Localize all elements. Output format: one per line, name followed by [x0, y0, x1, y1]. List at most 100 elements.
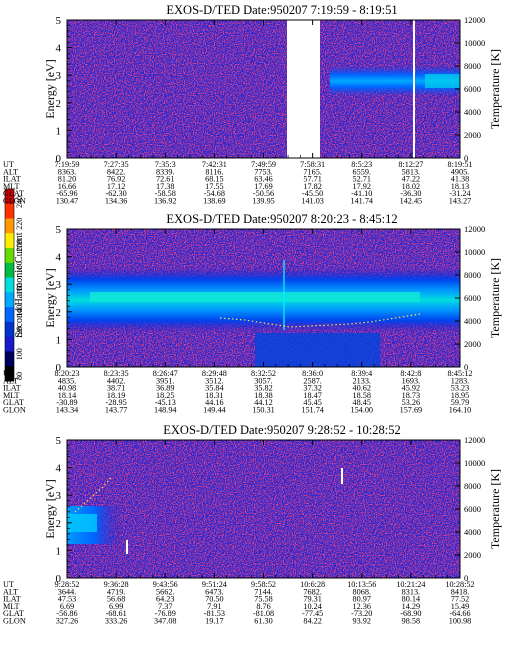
table-cell: 79.31	[303, 595, 321, 604]
y2-tick-label: 10000	[464, 38, 485, 48]
table-cell: 47.53	[58, 595, 76, 604]
table-cell: 8313.	[402, 587, 420, 596]
table-cell: 80.14	[402, 595, 420, 604]
colorbar-swatch	[5, 189, 14, 205]
y2-axis-label: Temperature [K]	[488, 469, 502, 549]
table-cell: 134.36	[105, 197, 128, 206]
table-row-label: GLAT	[3, 189, 24, 198]
y2-tick-label: 4000	[464, 527, 481, 537]
table-row-label: MLT	[3, 602, 20, 611]
y-axis-label: Energy [eV]	[43, 479, 57, 538]
table-cell: 3057.	[254, 376, 272, 385]
y2-tick-label: 6000	[464, 84, 481, 94]
table-cell: 57.71	[303, 175, 321, 184]
table-cell: 139.95	[252, 197, 275, 206]
table-row-label: UT	[3, 369, 14, 378]
y2-tick-label: 2000	[464, 130, 481, 140]
table-cell: -31.24	[449, 189, 470, 198]
colorbar-swatches	[4, 188, 15, 382]
panel-3-axes: 0 1 2 3 4 5 0 2000 4000 6000 8000 10000 12000 Energy …	[43, 435, 502, 585]
table-cell: -81.08	[253, 609, 274, 618]
table-cell: 40.62	[353, 384, 371, 393]
panel-2-title: EXOS-D/TED Date:950207 8:20:23 - 8:45:12	[166, 212, 397, 226]
table-row-label: ALT	[3, 587, 18, 596]
panel-3: EXOS-D/TED Date:950207 9:28:52 - 10:28:5…	[3, 423, 502, 626]
table-cell: 53.23	[451, 384, 469, 393]
table-cell: 327.26	[56, 617, 79, 626]
table-row-label: ILAT	[3, 175, 21, 184]
table-cell: 164.10	[449, 406, 472, 415]
table-cell: 143.77	[105, 406, 128, 415]
colorbar-swatch	[5, 321, 14, 338]
colorbar-swatch	[5, 262, 14, 279]
table-cell: 4835.	[58, 376, 76, 385]
y2-tick-label: 8000	[464, 61, 481, 71]
panel-1: EXOS-D/TED Date:950207 7:19:59 - 8:19:51…	[3, 3, 502, 206]
y2-tick-label: 8000	[464, 481, 481, 491]
table-cell: -81.53	[204, 609, 225, 618]
table-cell: 6.69	[60, 602, 74, 611]
panel-2-depletion	[255, 333, 380, 367]
table-cell: -76.89	[155, 609, 176, 618]
table-row-label: ILAT	[3, 384, 21, 393]
table-cell: -45.50	[302, 189, 323, 198]
table-cell: 143.34	[56, 406, 79, 415]
panel-2: EXOS-D/TED Date:950207 8:20:23 - 8:45:12…	[3, 212, 502, 415]
table-cell: -56.86	[56, 609, 77, 618]
table-row-label: ILAT	[3, 595, 21, 604]
panel-1-data-gap-narrow	[413, 20, 415, 158]
table-cell: 157.69	[400, 406, 423, 415]
table-cell: 44.12	[254, 398, 272, 407]
table-cell: 45.45	[303, 398, 321, 407]
table-cell: 3512.	[205, 376, 223, 385]
table-row-label: GLON	[3, 406, 26, 415]
table-cell: 141.74	[350, 197, 373, 206]
table-cell: -41.10	[351, 189, 372, 198]
panel-2-axes: 0 1 2 3 4 5 0 2000 4000 6000 8000 10000 12000 Energy …	[43, 224, 502, 374]
table-row-label: UT	[3, 580, 14, 589]
colorbar-swatch	[5, 203, 14, 219]
table-cell: 64.23	[156, 595, 174, 604]
table-cell: 7:19:59	[54, 160, 79, 169]
table-cell: 53.26	[402, 398, 420, 407]
table-cell: 4719.	[107, 587, 125, 596]
table-cell: 8068.	[353, 587, 371, 596]
y-tick-label: 0	[56, 362, 62, 374]
table-cell: 16.66	[58, 182, 76, 191]
table-cell: 17.69	[254, 182, 272, 191]
panel-3-spike-2	[341, 468, 343, 484]
panel-2-band-core	[90, 292, 420, 302]
y-tick-label: 3	[56, 490, 62, 502]
y2-axis-label: Temperature [K]	[488, 49, 502, 129]
table-cell: 48.45	[353, 398, 371, 407]
table-cell: 56.68	[107, 595, 125, 604]
colorbar-tick-label: 180	[15, 261, 24, 273]
table-cell: 15.49	[451, 602, 469, 611]
table-cell: 136.92	[154, 197, 177, 206]
panel-1-axes: 0 1 2 3 4 5 0 2000 4000 6000 8000 10000 12000 Energy …	[43, 15, 502, 165]
table-cell: 52.71	[353, 175, 371, 184]
colorbar-label: Second Harmonic Current	[14, 232, 25, 337]
colorbar-tick-label: 80	[15, 372, 24, 380]
table-cell: 3644.	[58, 587, 76, 596]
table-cell: 7:49:59	[251, 160, 276, 169]
table-cell: 7:42:31	[202, 160, 227, 169]
colorbar-tick-label: 120	[15, 327, 24, 339]
table-cell: 5813.	[402, 167, 420, 176]
table-cell: 17.82	[303, 182, 321, 191]
table-cell: 8:12:27	[398, 160, 423, 169]
table-cell: 7:35:3	[155, 160, 176, 169]
table-cell: -73.20	[351, 609, 372, 618]
table-cell: 72.61	[156, 175, 174, 184]
y-tick-label: 1	[56, 334, 62, 346]
colorbar-ticks: 240 220 200 180 160 140 120 100 80	[15, 196, 24, 380]
y2-tick-label: 12000	[464, 435, 485, 445]
table-cell: 2587.	[303, 376, 321, 385]
table-cell: 18.19	[107, 391, 125, 400]
colorbar-tick-label: 160	[15, 283, 24, 295]
table-cell: 37.32	[303, 384, 321, 393]
table-cell: 93.92	[353, 617, 371, 626]
table-cell: 138.69	[203, 197, 226, 206]
panel-1-title: EXOS-D/TED Date:950207 7:19:59 - 8:19:51	[166, 3, 397, 17]
table-cell: 10:28:52	[445, 580, 474, 589]
